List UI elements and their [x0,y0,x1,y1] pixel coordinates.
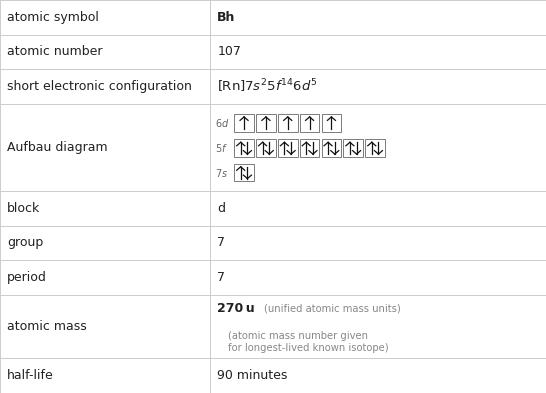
Text: half-life: half-life [7,369,54,382]
Bar [322,140,341,157]
Text: Aufbau diagram: Aufbau diagram [7,141,108,154]
Text: 7: 7 [217,271,225,284]
Bar [365,140,385,157]
Text: 107: 107 [217,45,241,58]
Bar [322,114,341,132]
Text: d: d [217,202,225,215]
Text: $\mathit{6d}$: $\mathit{6d}$ [215,117,229,129]
Text: atomic mass: atomic mass [7,320,87,333]
Bar [343,140,363,157]
Text: for longest-lived known isotope): for longest-lived known isotope) [228,343,389,353]
Text: atomic symbol: atomic symbol [7,11,99,24]
Text: Bh: Bh [217,11,236,24]
Text: short electronic configuration: short electronic configuration [7,80,192,93]
Text: 270 u: 270 u [217,302,255,315]
Bar [256,114,276,132]
Bar [278,140,298,157]
Text: (unified atomic mass units): (unified atomic mass units) [264,304,400,314]
Bar [300,114,319,132]
Text: (atomic mass number given: (atomic mass number given [228,331,368,341]
Text: group: group [7,236,43,249]
Bar [234,114,254,132]
Text: period: period [7,271,47,284]
Text: $\mathit{7s}$: $\mathit{7s}$ [215,167,228,179]
Text: 90 minutes: 90 minutes [217,369,288,382]
Bar [234,140,254,157]
Bar [300,140,319,157]
Text: 7: 7 [217,236,225,249]
Text: $\mathit{5f}$: $\mathit{5f}$ [215,142,228,154]
Text: atomic number: atomic number [7,45,103,58]
Bar [234,164,254,182]
Text: block: block [7,202,40,215]
Text: $\rm [Rn]7\mathit{s}^25\mathit{f}^{14}6\mathit{d}^5$: $\rm [Rn]7\mathit{s}^25\mathit{f}^{14}6\… [217,77,318,95]
Bar [278,114,298,132]
Bar [256,140,276,157]
